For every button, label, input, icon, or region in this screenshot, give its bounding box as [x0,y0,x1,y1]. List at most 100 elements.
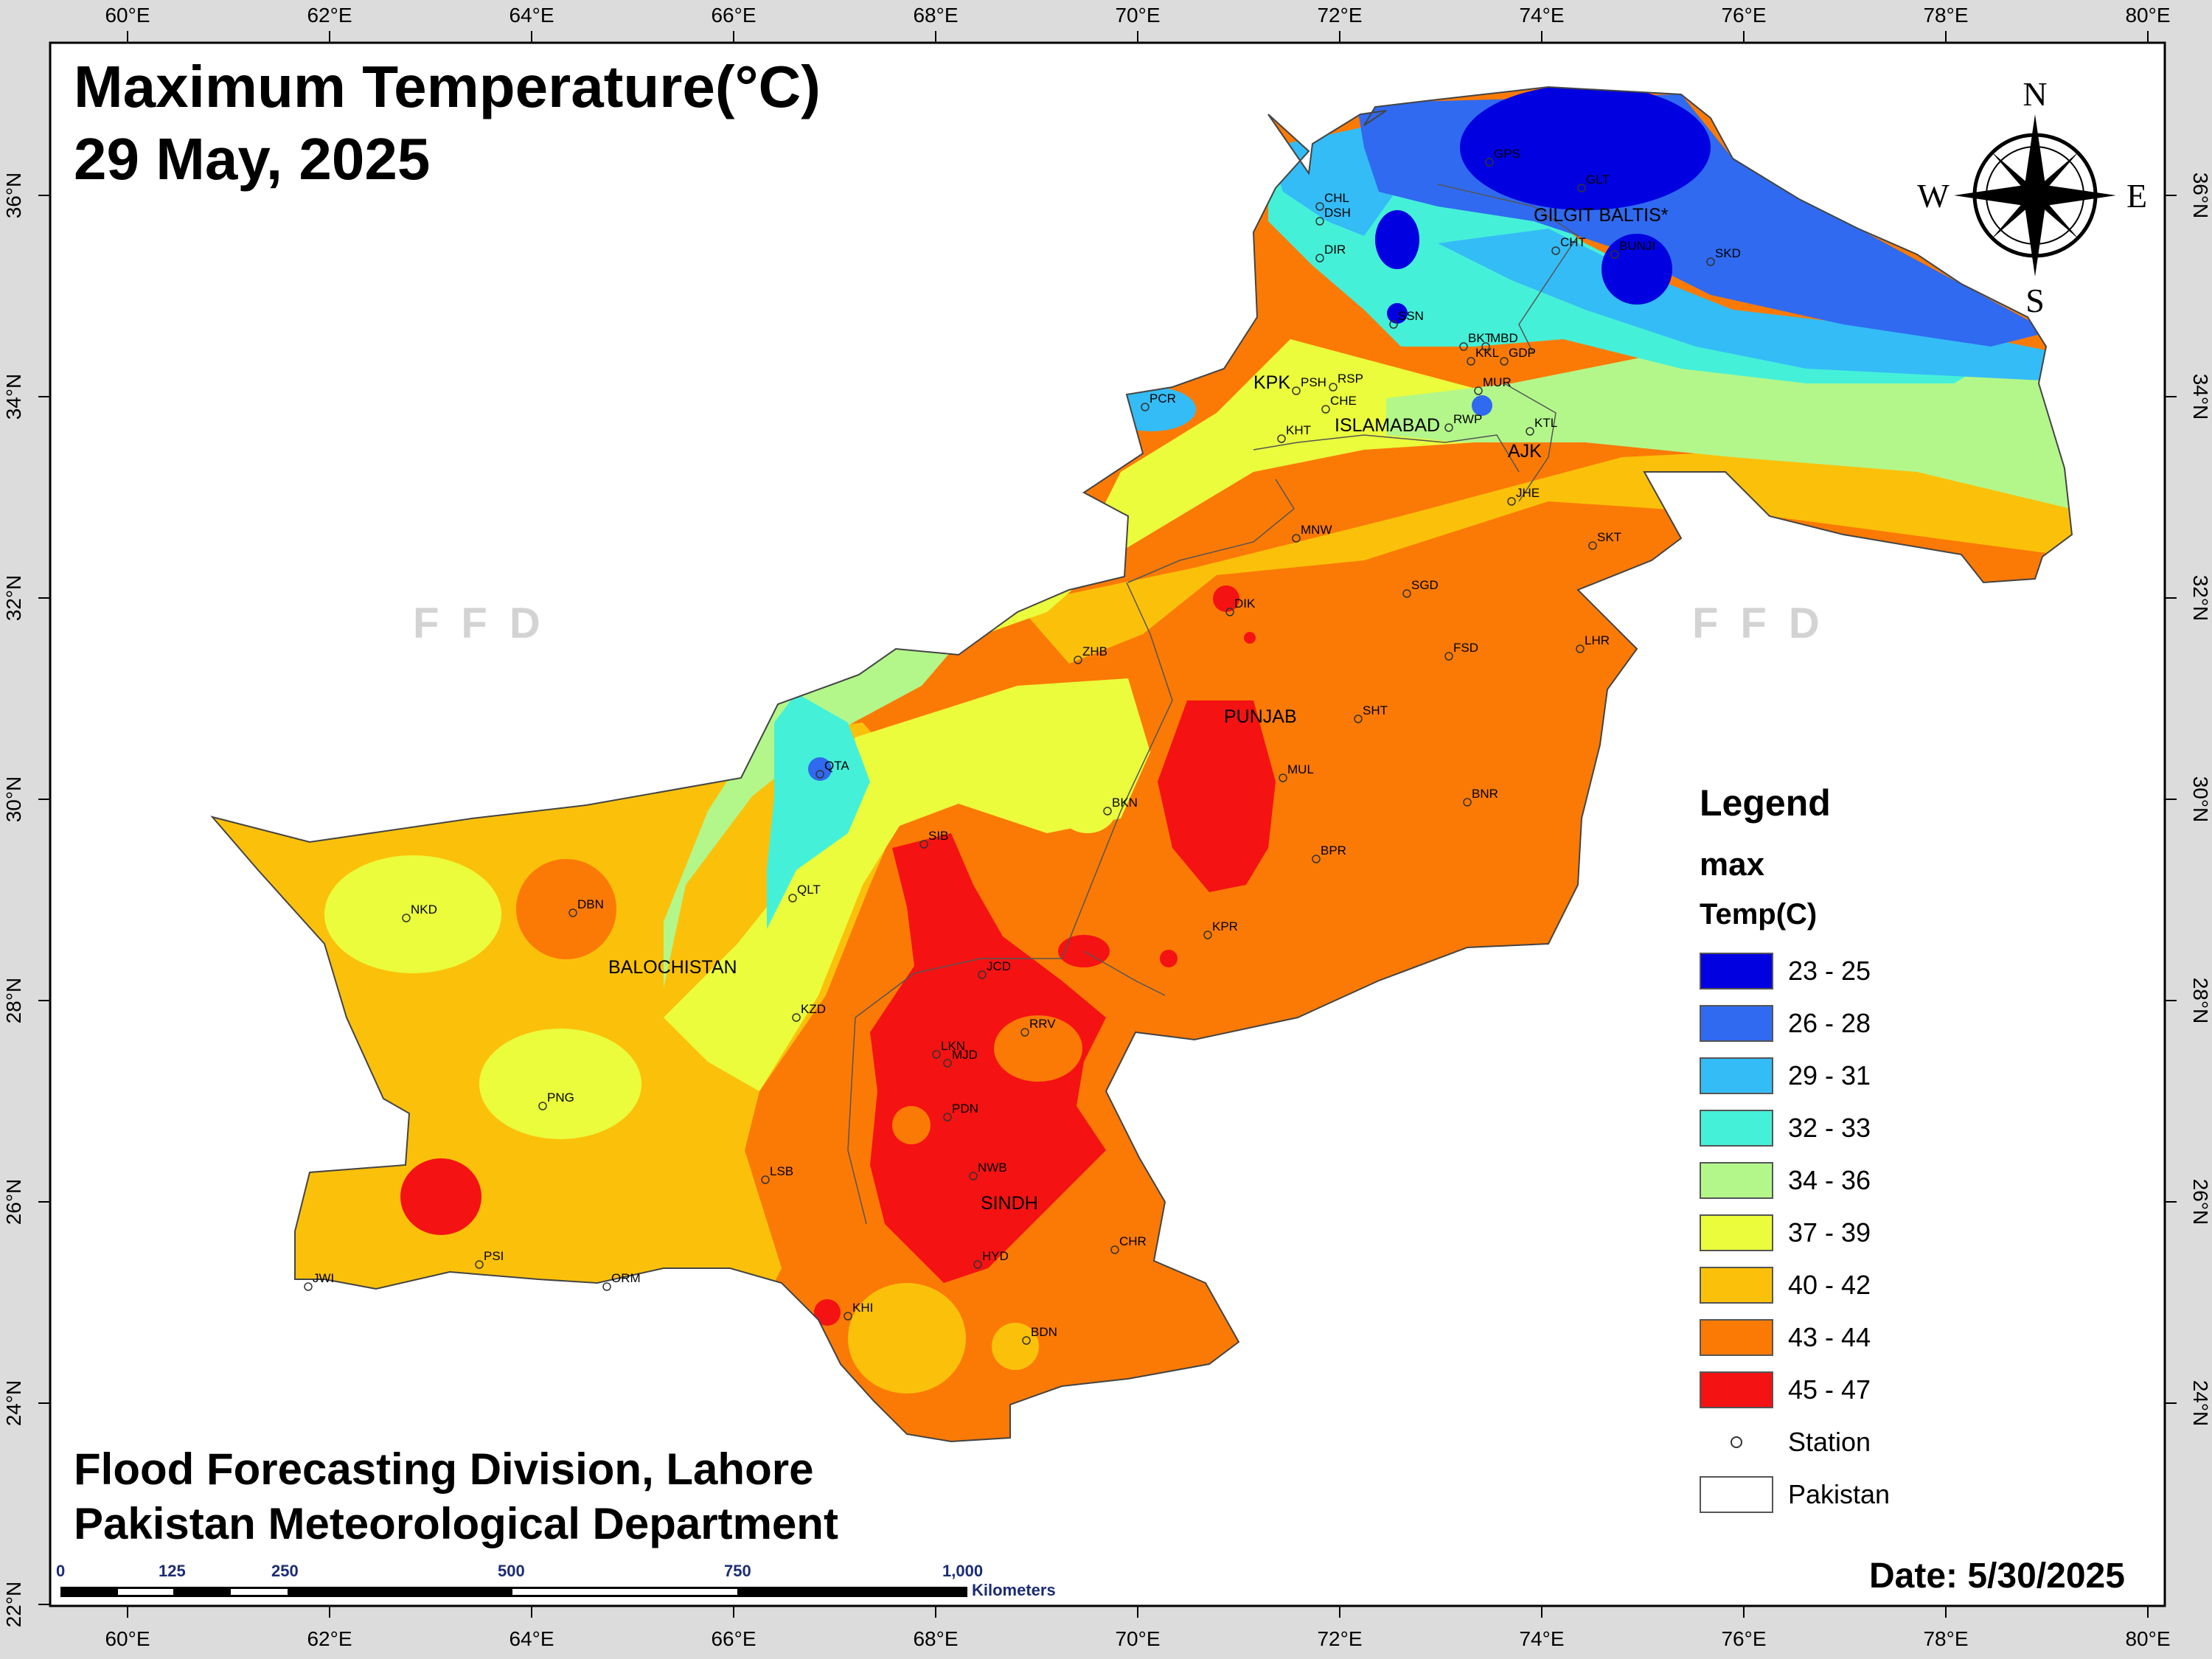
station-marker [1315,217,1324,226]
station-marker [978,970,987,979]
top-lon-label: 64°E [509,4,554,27]
compass-rose: N S E W [1917,75,2147,319]
left-lat-label: 24°N [2,1380,25,1427]
legend-class-label: 45 - 47 [1788,1374,1871,1405]
station-marker [1292,386,1301,395]
station-marker [788,894,797,902]
station-label: SGD [1411,578,1439,592]
station-label: QLT [797,883,821,897]
station-label: LHR [1585,633,1610,647]
station-marker [1467,357,1475,366]
right-lat-label: 34°N [2189,374,2212,420]
station-label: KHI [852,1301,873,1315]
legend-class-label: 32 - 33 [1788,1112,1871,1143]
station-label: BPR [1321,844,1346,858]
top-lon-label: 62°E [307,4,352,27]
station-marker [1507,497,1516,506]
station-label: KHT [1286,423,1311,437]
station-label: MNW [1301,523,1332,537]
station-marker [1588,541,1597,550]
legend-boundary-label: Pakistan [1788,1478,1891,1509]
station-label: JHE [1516,486,1540,500]
station-marker [1576,644,1585,653]
right-lat-label: 32°N [2189,575,2212,622]
top-lon-label: 60°E [105,4,150,27]
station-marker [969,1172,978,1180]
station-marker [844,1312,852,1321]
bottom-lon-label: 64°E [509,1627,554,1650]
station-label: RRV [1029,1017,1056,1031]
station-label: LKN [941,1039,965,1053]
station-symbol-icon [1700,1436,1773,1448]
station-label: PSI [484,1249,504,1263]
station-label: CHE [1330,394,1357,408]
legend-class-row: 40 - 42 [1700,1259,1921,1311]
ffd-watermark-left: FFD [413,599,563,647]
station-marker [761,1175,770,1184]
station-marker [1321,405,1330,414]
station-label: BKN [1112,796,1138,810]
station-marker [1022,1336,1031,1345]
station-label: MBD [1490,331,1518,345]
station-label: GPS [1494,147,1520,161]
region-islamabad: ISLAMABAD [1335,415,1440,436]
station-label: KTL [1534,416,1557,430]
station-label: PDN [952,1102,978,1116]
station-marker [1463,798,1472,807]
station-label: BDN [1031,1325,1057,1339]
station-label: HYD [982,1249,1009,1263]
station-marker [1481,342,1490,351]
legend-swatch [1700,1318,1773,1356]
legend-swatch [1700,1371,1773,1408]
station-marker [1500,357,1509,366]
left-lat-label: 30°N [2,776,25,823]
scale-tick-750: 750 [724,1562,751,1580]
legend-class-row: 23 - 25 [1700,945,1921,997]
legend-class-row: 37 - 39 [1700,1206,1921,1259]
station-marker [304,1282,313,1291]
legend-class-row: 26 - 28 [1700,997,1921,1049]
station-marker [1526,427,1534,436]
map-title: Maximum Temperature(°C) [74,54,821,119]
station-label: PSH [1301,375,1326,389]
station-marker [1329,383,1338,392]
station-label: SKT [1597,530,1621,544]
legend: Legend max Temp(C) 23 - 25 26 - 28 29 - 31… [1700,782,1921,1520]
top-lon-label: 80°E [2125,4,2170,27]
top-lon-label: 66°E [711,4,756,27]
right-lat-label: 36°N [2189,173,2212,219]
station-marker [1312,855,1321,863]
bottom-lon-label: 80°E [2125,1627,2170,1650]
bottom-lon-label: 70°E [1115,1627,1160,1650]
station-marker [475,1260,484,1269]
station-marker [1354,714,1363,723]
station-marker [602,1282,611,1291]
station-marker [402,914,411,922]
scale-tick-500: 500 [498,1562,525,1580]
station-marker [1551,246,1560,255]
issue-date: Date: 5/30/2025 [1869,1557,2125,1596]
top-lon-label: 74°E [1519,4,1564,27]
left-lat-label: 32°N [2,575,25,622]
station-label: ZHB [1082,644,1107,658]
station-label: BKT [1468,331,1492,345]
legend-class-row: 43 - 44 [1700,1311,1921,1363]
legend-class-label: 29 - 31 [1788,1060,1871,1091]
station-marker [1474,386,1483,395]
station-label: KPR [1212,919,1238,933]
station-label: CHR [1119,1234,1147,1248]
station-label: SIB [928,829,948,843]
bottom-lon-label: 74°E [1519,1627,1564,1650]
region-balochistan: BALOCHISTAN [608,957,737,978]
legend-field: Temp(C) [1700,898,1818,931]
top-lon-label: 70°E [1115,4,1160,27]
station-label: DIK [1234,597,1256,611]
legend-class-row: 29 - 31 [1700,1049,1921,1102]
station-label: DSH [1324,206,1351,220]
left-lat-label: 34°N [2,374,25,420]
region-gilgit: GILGIT BALTIS* [1534,205,1669,226]
station-marker [943,1059,952,1068]
left-lat-label: 26°N [2,1179,25,1225]
